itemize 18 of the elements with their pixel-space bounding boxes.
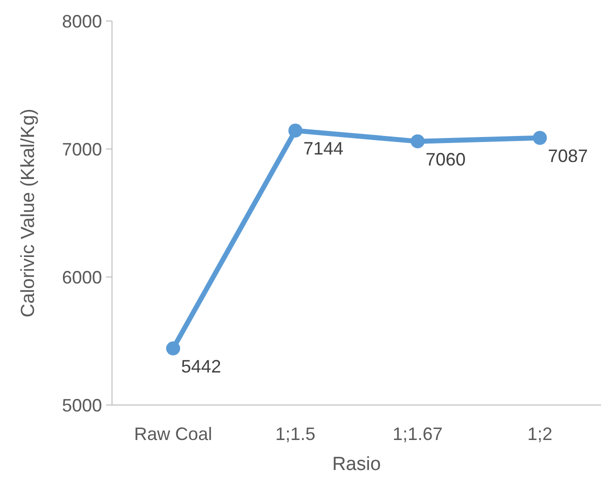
y-axis-title: Calorivic Value (Kkal/Kg) — [18, 108, 39, 318]
y-tick-label: 7000 — [62, 139, 102, 160]
data-label: 7144 — [303, 138, 344, 159]
x-tick-label: 1;1.67 — [392, 424, 443, 444]
y-tick-label: 6000 — [62, 267, 102, 288]
data-label: 7060 — [426, 149, 466, 170]
y-tick-label: 8000 — [62, 11, 102, 32]
point — [288, 124, 302, 138]
point — [532, 130, 547, 145]
y-tick-label: 5000 — [62, 395, 102, 416]
point — [166, 341, 180, 356]
x-tick-label: 1;1.5 — [275, 424, 316, 444]
data-label: 7087 — [548, 146, 588, 166]
x-tick-label: 1;2 — [527, 424, 552, 444]
x-tick-label: Raw Coal — [134, 424, 212, 444]
data-label: 5442 — [181, 356, 222, 376]
x-axis-title: Rasio — [332, 454, 381, 475]
point — [410, 134, 425, 148]
